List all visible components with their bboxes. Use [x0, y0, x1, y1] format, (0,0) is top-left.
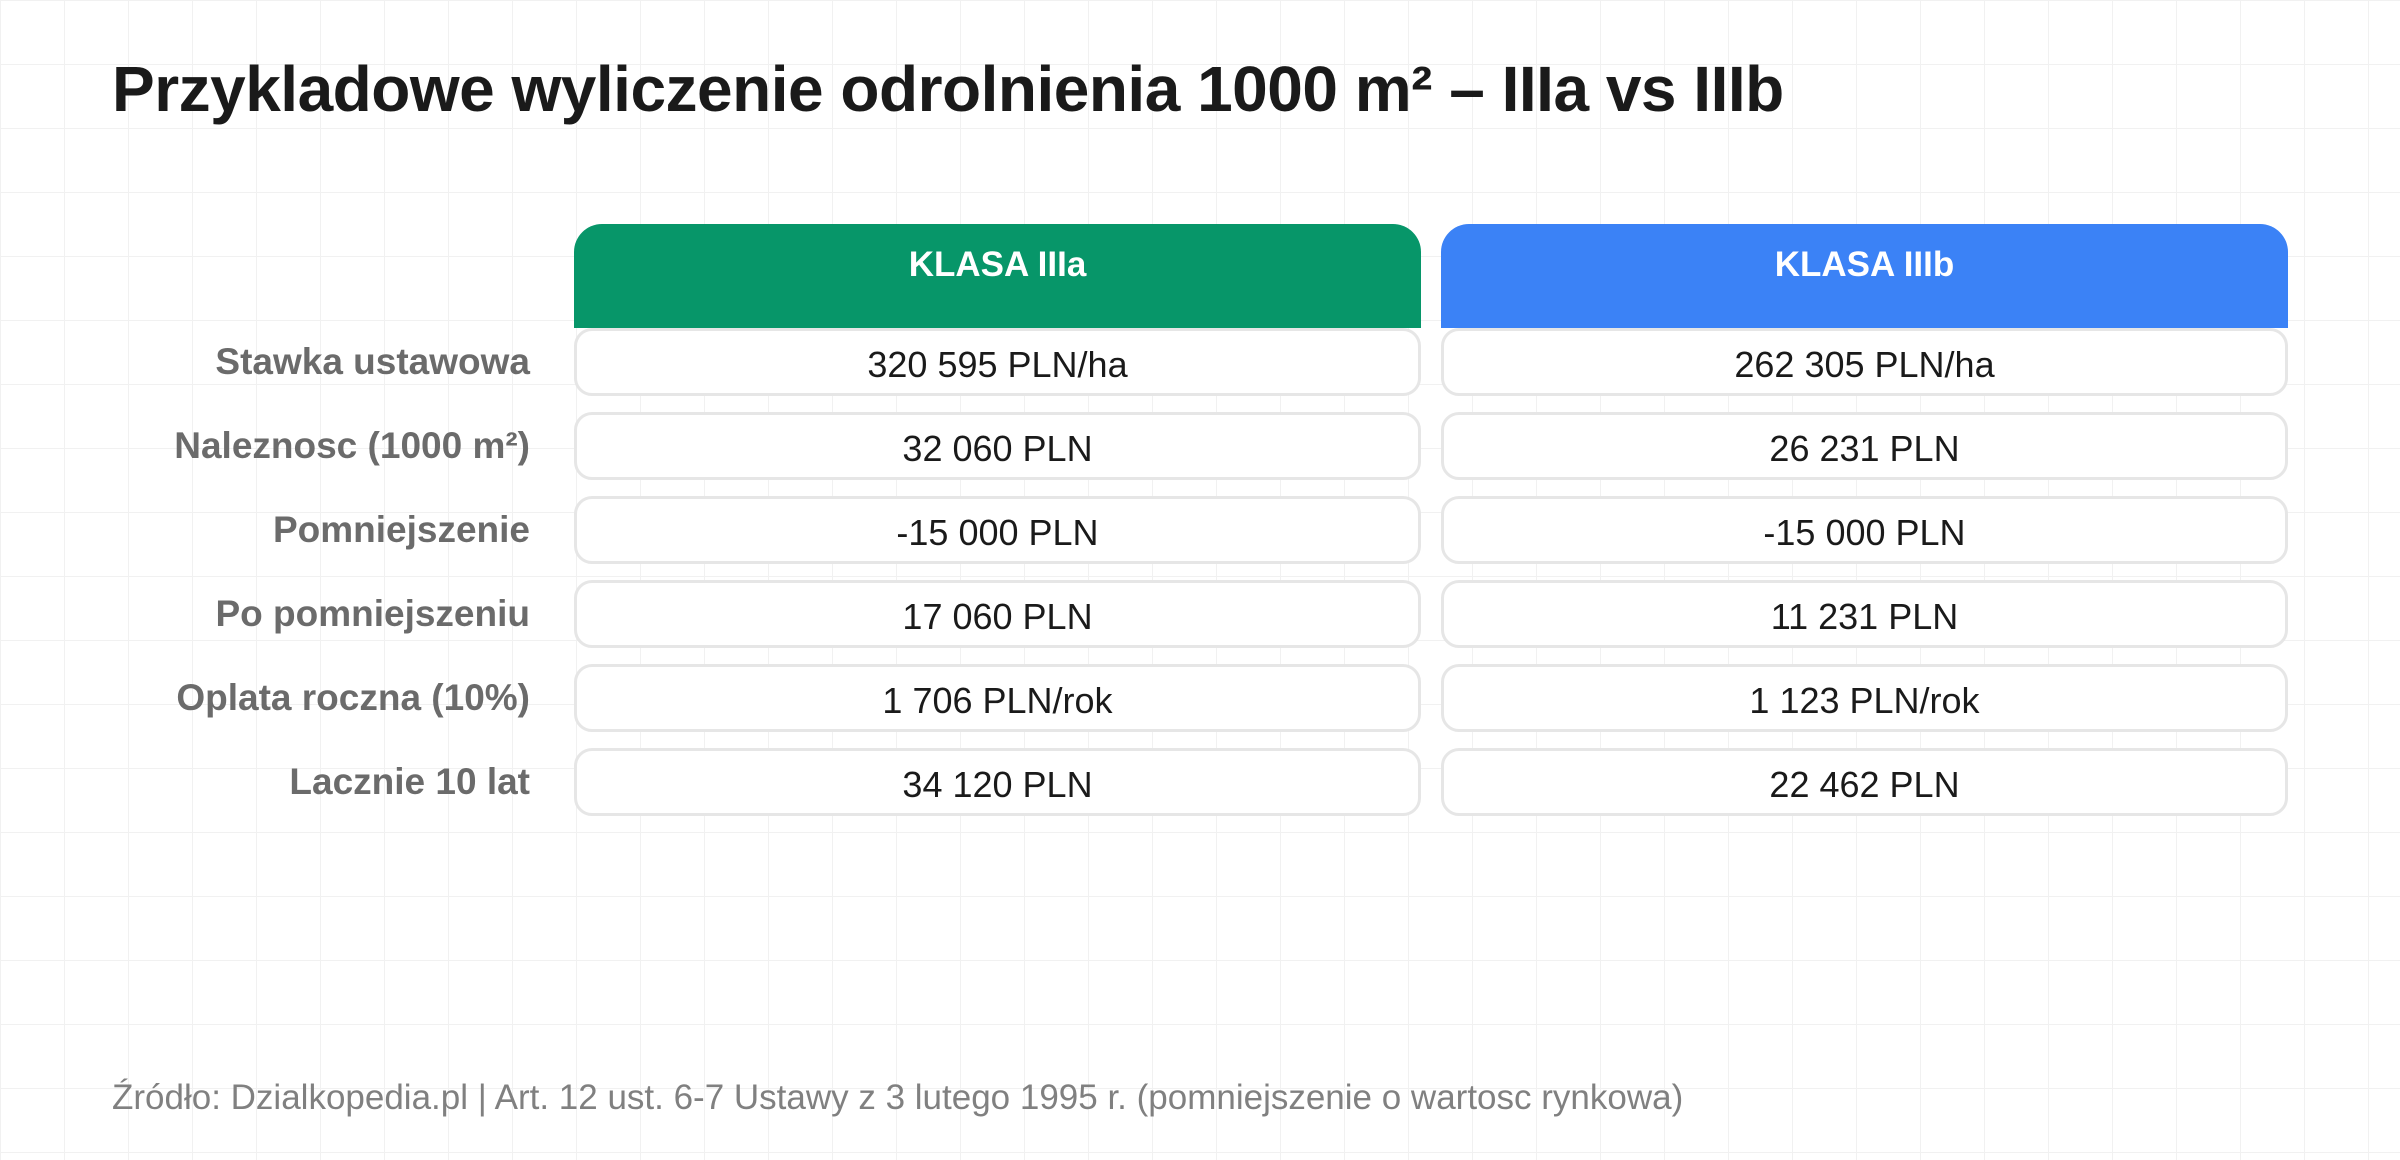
- table-cell: 22 462 PLN: [1441, 748, 2288, 816]
- row-label: Po pomniejszeniu: [215, 593, 530, 634]
- table-cell: -15 000 PLN: [574, 496, 1421, 564]
- table-cell: -15 000 PLN: [1441, 496, 2288, 564]
- table-cell: 17 060 PLN: [574, 580, 1421, 648]
- table-cell: 26 231 PLN: [1441, 412, 2288, 480]
- table-cell: 262 305 PLN/ha: [1441, 328, 2288, 396]
- column-header-1: KLASA IIIa: [574, 224, 1421, 328]
- table-cell: 32 060 PLN: [574, 412, 1421, 480]
- column-header-2: KLASA IIIb: [1441, 224, 2288, 328]
- table-cell: 320 595 PLN/ha: [574, 328, 1421, 396]
- table-cell: 34 120 PLN: [574, 748, 1421, 816]
- row-label: Lacznie 10 lat: [289, 761, 530, 802]
- row-label: Stawka ustawowa: [215, 341, 530, 382]
- row-label: Pomniejszenie: [272, 509, 530, 550]
- source-note: Źródło: Dzialkopedia.pl | Art. 12 ust. 6…: [112, 1078, 1684, 1117]
- chart-title: Przykladowe wyliczenie odrolnienia 1000 …: [112, 53, 1784, 125]
- table-cell: 1 123 PLN/rok: [1441, 664, 2288, 732]
- table-cell: 1 706 PLN/rok: [574, 664, 1421, 732]
- table-cell: 11 231 PLN: [1441, 580, 2288, 648]
- row-label: Naleznosc (1000 m²): [174, 425, 530, 466]
- row-label: Oplata roczna (10%): [176, 677, 530, 718]
